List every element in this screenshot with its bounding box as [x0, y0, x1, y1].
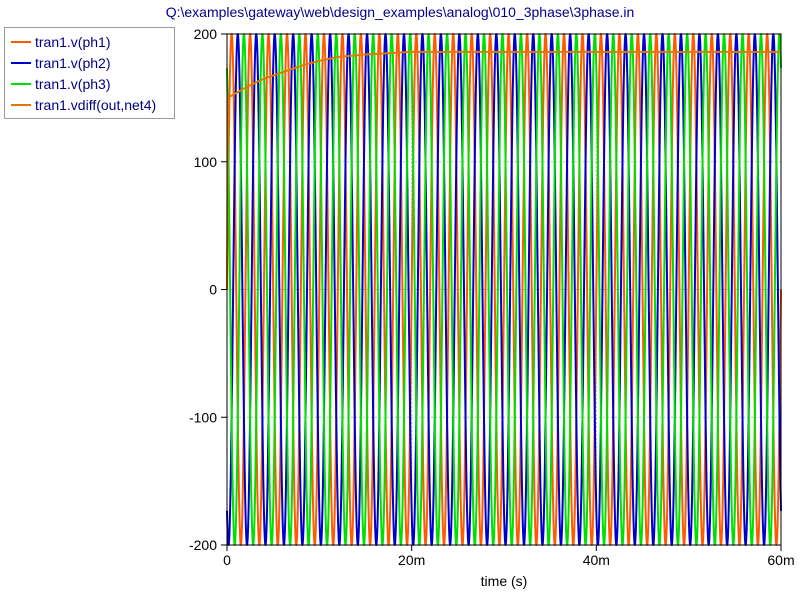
y-tick-label: 100 [194, 154, 218, 170]
legend-swatch [11, 104, 31, 106]
legend: tran1.v(ph1) tran1.v(ph2) tran1.v(ph3) tran… [4, 27, 175, 119]
legend-swatch [11, 83, 31, 85]
legend-label: tran1.vdiff(out,net4) [35, 97, 157, 113]
y-tick-label: -100 [189, 409, 217, 425]
y-tick-label: 0 [209, 282, 217, 298]
chart-title: Q:\examples\gateway\web\design_examples\… [165, 4, 635, 20]
series-layer [226, 33, 782, 546]
legend-label: tran1.v(ph2) [35, 55, 111, 71]
y-tick-label: -200 [189, 537, 217, 553]
x-tick-label: 0 [223, 552, 231, 568]
legend-item: tran1.v(ph1) [5, 32, 175, 52]
x-axis-title: time (s) [481, 573, 528, 589]
tick-layer: 0 20m 40m 60m 200 100 0 -100 -200 [189, 26, 795, 568]
legend-item: tran1.vdiff(out,net4) [5, 95, 175, 115]
x-tick-label: 40m [583, 552, 610, 568]
legend-item: tran1.v(ph3) [5, 74, 175, 94]
legend-swatch [11, 41, 31, 43]
series-line-1 [226, 33, 782, 546]
legend-item: tran1.v(ph2) [5, 53, 175, 73]
legend-label: tran1.v(ph3) [35, 76, 111, 92]
series-line-4 [226, 50, 781, 290]
x-tick-label: 20m [398, 552, 425, 568]
x-tick-label: 60m [767, 552, 794, 568]
series-line-3 [226, 33, 782, 546]
series-line-2 [226, 33, 782, 546]
y-tick-label: 200 [194, 26, 218, 42]
legend-label: tran1.v(ph1) [35, 34, 111, 50]
legend-swatch [11, 62, 31, 64]
